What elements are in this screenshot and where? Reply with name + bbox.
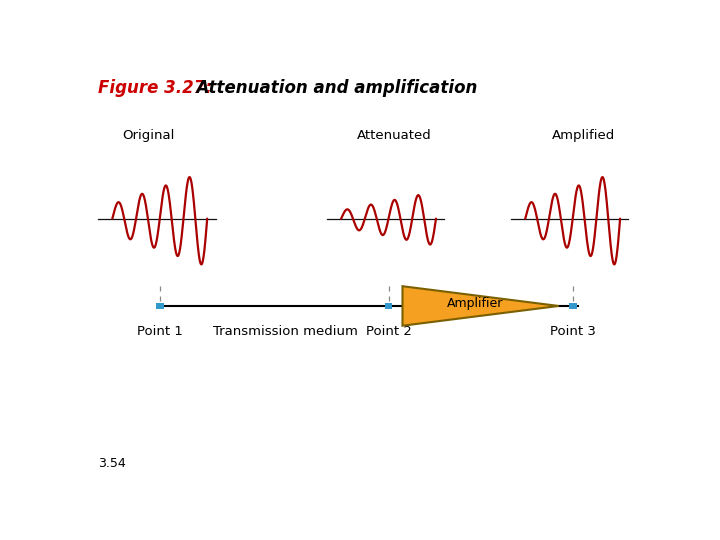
Text: Point 3: Point 3 xyxy=(550,325,595,338)
Text: Point 1: Point 1 xyxy=(137,325,183,338)
Text: Original: Original xyxy=(122,129,175,141)
Text: Attenuated: Attenuated xyxy=(356,129,431,141)
Text: Amplifier: Amplifier xyxy=(447,298,503,310)
Polygon shape xyxy=(402,286,559,326)
Text: 3.54: 3.54 xyxy=(99,457,126,470)
Text: Amplified: Amplified xyxy=(552,129,616,141)
FancyBboxPatch shape xyxy=(384,303,392,309)
Text: Attenuation and amplification: Attenuation and amplification xyxy=(185,79,477,97)
Text: Point 2: Point 2 xyxy=(366,325,411,338)
FancyBboxPatch shape xyxy=(156,303,163,309)
FancyBboxPatch shape xyxy=(569,303,577,309)
Text: Transmission medium: Transmission medium xyxy=(213,325,358,338)
Text: Figure 3.27:: Figure 3.27: xyxy=(99,79,212,97)
